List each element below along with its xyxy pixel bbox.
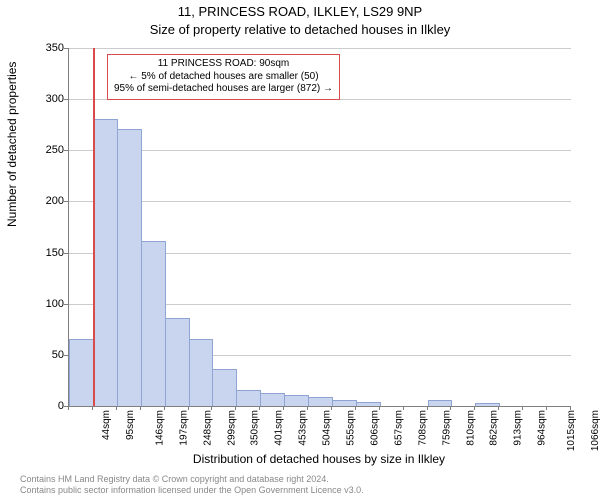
bar <box>308 397 333 406</box>
x-tick-mark <box>140 406 141 410</box>
bar <box>284 395 309 406</box>
x-tick-mark <box>355 406 356 410</box>
x-tick-mark <box>68 406 69 410</box>
bar <box>69 339 94 406</box>
x-tick-mark <box>427 406 428 410</box>
bar <box>332 400 357 406</box>
bar <box>260 393 285 406</box>
x-tick-mark <box>164 406 165 410</box>
x-tick-mark <box>283 406 284 410</box>
y-tick-label: 100 <box>24 298 64 310</box>
y-tick-mark <box>64 150 68 151</box>
bar <box>212 369 237 406</box>
marker-line <box>93 48 95 406</box>
x-tick-mark <box>211 406 212 410</box>
x-tick-label: 248sqm <box>202 410 213 446</box>
x-tick-label: 606sqm <box>370 410 381 446</box>
y-tick-label: 0 <box>24 400 64 412</box>
x-tick-label: 146sqm <box>154 410 165 446</box>
x-tick-mark <box>403 406 404 410</box>
y-tick-mark <box>64 253 68 254</box>
gridline-y <box>69 201 571 202</box>
x-tick-label: 913sqm <box>513 410 524 446</box>
bar <box>428 400 453 406</box>
x-tick-mark <box>188 406 189 410</box>
x-tick-mark <box>116 406 117 410</box>
chart-title-main: 11, PRINCESS ROAD, ILKLEY, LS29 9NP <box>0 4 600 19</box>
footer-line-1: Contains HM Land Registry data © Crown c… <box>20 474 364 485</box>
y-tick-label: 50 <box>24 349 64 361</box>
x-tick-mark <box>450 406 451 410</box>
y-tick-mark <box>64 99 68 100</box>
x-tick-label: 350sqm <box>250 410 261 446</box>
y-tick-label: 350 <box>24 42 64 54</box>
y-tick-label: 250 <box>24 144 64 156</box>
x-tick-label: 555sqm <box>346 410 357 446</box>
x-tick-label: 95sqm <box>125 410 136 440</box>
chart-container: 11, PRINCESS ROAD, ILKLEY, LS29 9NP Size… <box>0 0 600 500</box>
bar <box>475 403 500 406</box>
callout-line-2: ← 5% of detached houses are smaller (50) <box>114 71 333 84</box>
x-tick-label: 810sqm <box>465 410 476 446</box>
x-tick-label: 401sqm <box>274 410 285 446</box>
bar <box>93 119 118 406</box>
bar <box>165 318 190 406</box>
plot-area: 11 PRINCESS ROAD: 90sqm← 5% of detached … <box>68 48 571 407</box>
x-tick-label: 44sqm <box>101 410 112 440</box>
y-axis-title: Number of detached properties <box>5 62 19 227</box>
y-tick-label: 200 <box>24 195 64 207</box>
callout-line-3: 95% of semi-detached houses are larger (… <box>114 83 333 96</box>
x-tick-mark <box>259 406 260 410</box>
y-tick-mark <box>64 201 68 202</box>
x-axis-title: Distribution of detached houses by size … <box>68 452 570 466</box>
x-tick-label: 453sqm <box>298 410 309 446</box>
x-tick-label: 299sqm <box>226 410 237 446</box>
x-tick-label: 1015sqm <box>566 410 577 451</box>
x-tick-mark <box>92 406 93 410</box>
x-tick-label: 657sqm <box>393 410 404 446</box>
chart-title-sub: Size of property relative to detached ho… <box>0 22 600 37</box>
callout-line-1: 11 PRINCESS ROAD: 90sqm <box>114 58 333 71</box>
footer-attribution: Contains HM Land Registry data © Crown c… <box>20 474 364 497</box>
footer-line-2: Contains public sector information licen… <box>20 485 364 496</box>
callout-box: 11 PRINCESS ROAD: 90sqm← 5% of detached … <box>107 54 340 100</box>
x-tick-label: 708sqm <box>417 410 428 446</box>
bar <box>141 241 166 406</box>
y-tick-mark <box>64 48 68 49</box>
x-tick-label: 504sqm <box>322 410 333 446</box>
x-tick-label: 964sqm <box>537 410 548 446</box>
bar <box>356 402 381 406</box>
x-tick-mark <box>522 406 523 410</box>
y-tick-mark <box>64 355 68 356</box>
bar <box>189 339 214 406</box>
x-tick-mark <box>474 406 475 410</box>
gridline-y <box>69 48 571 49</box>
bar <box>236 390 261 406</box>
x-tick-mark <box>235 406 236 410</box>
y-tick-mark <box>64 304 68 305</box>
x-tick-mark <box>307 406 308 410</box>
x-tick-label: 862sqm <box>489 410 500 446</box>
x-tick-label: 197sqm <box>178 410 189 446</box>
y-tick-label: 300 <box>24 93 64 105</box>
x-tick-mark <box>498 406 499 410</box>
x-tick-label: 1066sqm <box>590 410 600 451</box>
x-tick-mark <box>570 406 571 410</box>
x-tick-mark <box>379 406 380 410</box>
x-tick-mark <box>331 406 332 410</box>
y-tick-label: 150 <box>24 247 64 259</box>
gridline-y <box>69 150 571 151</box>
x-tick-mark <box>546 406 547 410</box>
bar <box>117 129 142 406</box>
x-tick-label: 759sqm <box>441 410 452 446</box>
